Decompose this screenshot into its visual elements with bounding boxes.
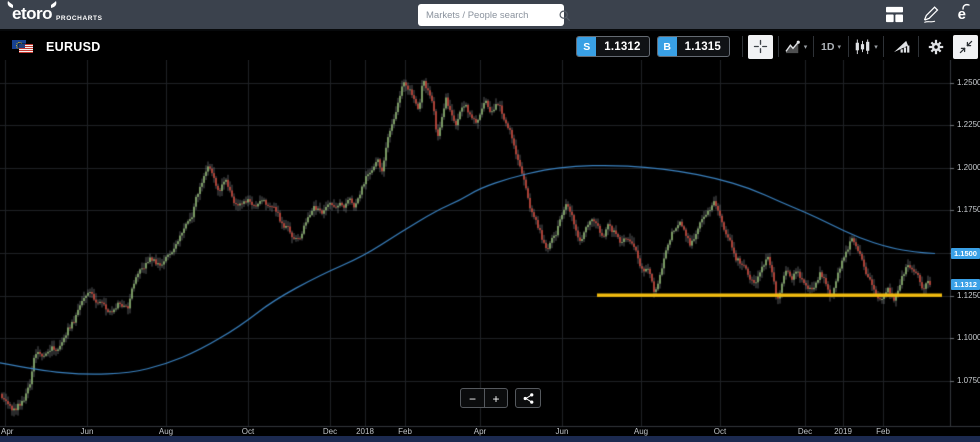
topbar: etoro PROCHARTS e (0, 0, 980, 31)
x-axis-label: Jun (80, 427, 94, 436)
eurusd-flags-icon (12, 39, 38, 54)
logo-horn-right (51, 1, 57, 8)
bottom-strip (0, 436, 980, 442)
share-button[interactable] (515, 388, 541, 408)
y-axis-label: 1.1000 (957, 333, 980, 343)
share-icon (523, 392, 533, 404)
x-axis-label: Aug (633, 427, 649, 436)
draw-pencil-icon[interactable] (922, 5, 940, 24)
x-axis-label: Jun (555, 427, 569, 436)
price-chart-canvas[interactable] (0, 60, 980, 428)
x-axis-label: Oct (713, 427, 727, 436)
settings-button[interactable] (924, 35, 948, 59)
sell-price: 1.1312 (604, 40, 641, 53)
x-axis-label: Aug (158, 427, 174, 436)
toolbar-separator (883, 36, 884, 57)
ma-value-badge: 1.1500 (951, 247, 980, 259)
chevron-down-icon: ▾ (803, 43, 808, 51)
candle-style-dropdown[interactable]: ▾ (854, 35, 878, 59)
crosshair-button[interactable] (748, 34, 773, 59)
studies-button[interactable] (889, 35, 913, 59)
chevron-down-icon: ▾ (837, 43, 841, 51)
toolbar-separator (813, 36, 814, 57)
zoom-controls: − + (460, 388, 508, 408)
last-price-badge: 1.1312 (951, 279, 980, 291)
search-icon[interactable] (558, 9, 571, 22)
toolbar-separator (742, 36, 743, 57)
etoro-logo-text: etoro (7, 1, 57, 24)
x-axis-label: Apr (473, 427, 487, 436)
logo-horn-left (7, 1, 13, 8)
toolbar-separator (918, 36, 919, 57)
buy-letter: B (657, 37, 677, 56)
x-axis-label: Oct (241, 427, 255, 436)
x-axis: Apr Jun Aug Oct Dec 2018 Feb Apr Jun Aug Oct Dec 201… (0, 428, 980, 436)
y-axis-label: 1.1750 (957, 205, 980, 215)
gear-icon (928, 39, 944, 54)
x-axis-label: 2019 (834, 427, 852, 436)
collapse-arrows-icon (959, 40, 972, 53)
x-axis-label: 2018 (356, 427, 374, 436)
fullscreen-toggle-button[interactable] (953, 34, 978, 59)
y-axis-label: 1.1250 (957, 290, 980, 300)
x-axis-label: Feb (398, 427, 412, 436)
buy-price: 1.1315 (684, 40, 721, 53)
zoom-in-button[interactable]: + (484, 389, 507, 407)
studies-icon (893, 40, 909, 53)
sell-button[interactable]: S 1.1312 (576, 36, 650, 57)
chart-type-dropdown[interactable]: ▾ (784, 35, 808, 59)
chart-header: EURUSD S 1.1312 B 1.1315 ▾ 1D (0, 33, 980, 60)
buy-button[interactable]: B 1.1315 (656, 36, 730, 57)
etoro-e-icon[interactable]: e (958, 3, 970, 22)
instrument: EURUSD (12, 39, 101, 54)
toolbar-separator (848, 36, 849, 57)
us-flag-icon (19, 43, 33, 53)
chart-area: 1.2500 1.2250 1.2000 1.1750 1.1500 1.1250 1.10… (0, 60, 980, 442)
chart-toolbar: S 1.1312 B 1.1315 ▾ 1D ▾ (576, 33, 978, 60)
etoro-logo: etoro PROCHARTS (7, 1, 103, 24)
x-axis-label: Dec (797, 427, 813, 436)
y-axis-label: 1.0750 (957, 375, 980, 385)
symbol-label: EURUSD (46, 39, 101, 54)
procharts-label: PROCHARTS (56, 15, 103, 22)
candlestick-icon (855, 38, 870, 54)
search-input[interactable] (418, 9, 558, 21)
y-axis-label: 1.2000 (957, 162, 980, 172)
timeframe-dropdown[interactable]: 1D ▾ (819, 35, 843, 59)
toolbar-separator (778, 36, 779, 57)
zoom-out-button[interactable]: − (468, 392, 476, 406)
search-box (418, 4, 570, 26)
x-axis-label: Feb (876, 427, 890, 436)
timeframe-label: 1D (821, 40, 835, 53)
chevron-down-icon: ▾ (874, 43, 878, 51)
sell-letter: S (577, 37, 597, 56)
layout-grid-icon[interactable] (885, 6, 904, 23)
line-chart-icon (785, 40, 800, 53)
x-axis-label: Apr (1, 427, 14, 436)
y-axis-label: 1.2500 (957, 77, 980, 87)
x-axis-label: Dec (322, 427, 338, 436)
y-axis-label: 1.2250 (957, 120, 980, 130)
topbar-icons: e (885, 0, 970, 29)
